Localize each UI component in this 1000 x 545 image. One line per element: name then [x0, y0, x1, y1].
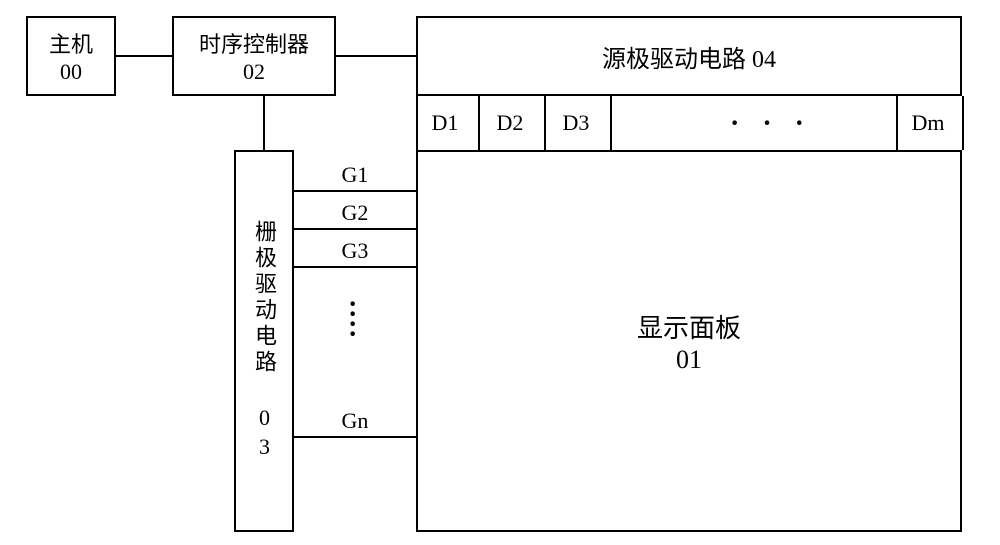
host-code: 00: [60, 59, 82, 85]
g-row-line: [294, 436, 416, 438]
d-channel-label: Dm: [906, 110, 950, 136]
d-column-divider: [478, 96, 480, 150]
g-row-line: [294, 190, 416, 192]
gate-title: 栅极驱动电路 03: [248, 220, 280, 463]
d-column-divider: [416, 96, 418, 150]
gate-driver-block: 栅极驱动电路 03: [234, 150, 294, 532]
host-block: 主机 00: [26, 16, 116, 96]
d-channel-label: D3: [554, 110, 598, 136]
g-channel-label: Gn: [333, 408, 377, 434]
timing-title: 时序控制器: [199, 27, 309, 59]
g-row-line: [294, 228, 416, 230]
source-driver-block: 源极驱动电路 04: [416, 16, 962, 96]
g-channel-label: G1: [333, 162, 377, 188]
source-title: 源极驱动电路 04: [602, 39, 776, 74]
d-channel-label: D1: [423, 110, 467, 136]
g-channel-label: G2: [333, 200, 377, 226]
d-column-divider: [896, 96, 898, 150]
g-row-line: [294, 266, 416, 268]
display-panel-block: 显示面板 01: [416, 150, 962, 532]
g-ellipsis: ····: [348, 300, 357, 340]
connector-timing-gate: [263, 96, 265, 150]
d-column-divider: [610, 96, 612, 150]
panel-title: 显示面板: [637, 308, 741, 345]
d-channel-label: D2: [488, 110, 532, 136]
d-column-divider: [962, 96, 964, 150]
panel-code: 01: [676, 345, 702, 375]
g-channel-label: G3: [333, 238, 377, 264]
connector-host-timing: [116, 55, 172, 57]
d-column-divider: [544, 96, 546, 150]
host-title: 主机: [49, 27, 93, 59]
d-ellipsis: · · ·: [730, 108, 812, 140]
connector-timing-source: [336, 55, 416, 57]
timing-code: 02: [243, 59, 265, 85]
timing-controller-block: 时序控制器 02: [172, 16, 336, 96]
